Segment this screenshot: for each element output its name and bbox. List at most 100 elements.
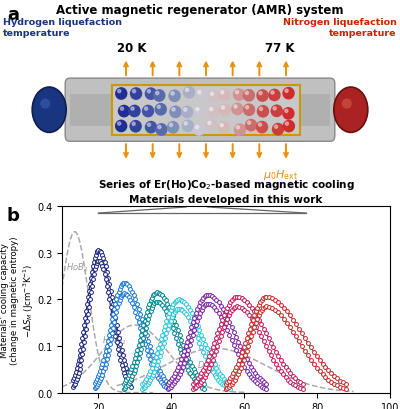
Circle shape bbox=[273, 108, 276, 111]
Circle shape bbox=[283, 120, 295, 133]
Circle shape bbox=[155, 124, 168, 137]
Circle shape bbox=[236, 91, 239, 94]
Circle shape bbox=[171, 92, 174, 96]
Circle shape bbox=[208, 91, 220, 103]
Text: Hydrogen liquefaction
temperature: Hydrogen liquefaction temperature bbox=[3, 18, 122, 38]
FancyBboxPatch shape bbox=[65, 79, 335, 142]
Circle shape bbox=[147, 124, 150, 127]
Circle shape bbox=[169, 106, 182, 119]
Circle shape bbox=[218, 122, 230, 135]
Circle shape bbox=[132, 90, 136, 94]
Y-axis label: Materials' cooling capacity
(change in magnetic entropy)
$-\Delta S_M$ (Jcm$^{-3: Materials' cooling capacity (change in m… bbox=[0, 236, 36, 364]
Text: $\mu_0 H_\mathrm{ext}$: $\mu_0 H_\mathrm{ext}$ bbox=[263, 168, 298, 182]
Text: 20 K: 20 K bbox=[117, 42, 147, 55]
Text: 77 K: 77 K bbox=[265, 42, 295, 55]
Circle shape bbox=[183, 87, 195, 99]
Circle shape bbox=[207, 106, 219, 119]
Circle shape bbox=[120, 108, 124, 111]
Circle shape bbox=[118, 123, 121, 126]
Circle shape bbox=[270, 105, 283, 118]
Circle shape bbox=[210, 93, 214, 96]
Circle shape bbox=[193, 106, 206, 119]
Circle shape bbox=[198, 91, 201, 94]
Circle shape bbox=[282, 108, 294, 120]
Circle shape bbox=[233, 89, 245, 102]
Circle shape bbox=[274, 126, 278, 129]
Circle shape bbox=[118, 90, 121, 93]
Circle shape bbox=[115, 88, 128, 101]
Circle shape bbox=[172, 108, 175, 112]
Circle shape bbox=[170, 124, 173, 127]
Bar bbox=[112, 85, 300, 135]
Circle shape bbox=[153, 90, 166, 103]
Circle shape bbox=[243, 104, 255, 117]
Circle shape bbox=[196, 126, 199, 129]
Text: Active magnetic regenerator (AMR) system: Active magnetic regenerator (AMR) system bbox=[56, 4, 344, 17]
Circle shape bbox=[256, 90, 269, 103]
Text: DyAl$_2$: DyAl$_2$ bbox=[197, 358, 222, 371]
Circle shape bbox=[259, 92, 262, 95]
Circle shape bbox=[285, 123, 288, 126]
Circle shape bbox=[144, 108, 148, 111]
Circle shape bbox=[158, 126, 161, 129]
Circle shape bbox=[221, 106, 224, 110]
Ellipse shape bbox=[334, 88, 368, 133]
Bar bbox=[70, 94, 112, 126]
Circle shape bbox=[156, 92, 159, 95]
Circle shape bbox=[236, 126, 240, 130]
Circle shape bbox=[285, 90, 288, 93]
Circle shape bbox=[157, 106, 160, 109]
Circle shape bbox=[145, 121, 157, 134]
Circle shape bbox=[195, 89, 208, 102]
Circle shape bbox=[128, 106, 141, 118]
Circle shape bbox=[268, 90, 281, 102]
Text: Nitrogen liquefaction
temperature: Nitrogen liquefaction temperature bbox=[283, 18, 397, 38]
Circle shape bbox=[282, 88, 295, 100]
Circle shape bbox=[205, 120, 218, 133]
Circle shape bbox=[208, 122, 211, 125]
Circle shape bbox=[118, 106, 130, 118]
Circle shape bbox=[285, 110, 288, 113]
Circle shape bbox=[184, 109, 187, 112]
Circle shape bbox=[130, 88, 142, 101]
Circle shape bbox=[210, 108, 213, 112]
Ellipse shape bbox=[40, 99, 50, 110]
Circle shape bbox=[243, 90, 255, 102]
Circle shape bbox=[220, 91, 224, 94]
Ellipse shape bbox=[32, 88, 66, 133]
Circle shape bbox=[142, 106, 154, 118]
Circle shape bbox=[245, 92, 248, 95]
Circle shape bbox=[256, 121, 268, 134]
Circle shape bbox=[168, 90, 181, 103]
Circle shape bbox=[257, 106, 269, 118]
Circle shape bbox=[196, 108, 199, 112]
Circle shape bbox=[234, 106, 237, 109]
Circle shape bbox=[181, 106, 194, 119]
Text: a: a bbox=[7, 6, 19, 24]
Circle shape bbox=[246, 106, 249, 110]
Bar bbox=[300, 94, 330, 126]
Circle shape bbox=[145, 88, 157, 101]
Circle shape bbox=[259, 108, 262, 111]
Circle shape bbox=[231, 103, 244, 116]
Text: b: b bbox=[6, 207, 19, 225]
Circle shape bbox=[258, 124, 262, 127]
Circle shape bbox=[167, 122, 179, 135]
Text: HoB$_2$: HoB$_2$ bbox=[66, 261, 89, 273]
Text: HoAl$_2$: HoAl$_2$ bbox=[102, 333, 127, 346]
Circle shape bbox=[245, 119, 257, 132]
Circle shape bbox=[220, 124, 223, 128]
Circle shape bbox=[193, 124, 205, 137]
Circle shape bbox=[130, 121, 142, 133]
Circle shape bbox=[272, 124, 284, 136]
Circle shape bbox=[132, 123, 135, 126]
Circle shape bbox=[186, 89, 189, 92]
Circle shape bbox=[182, 120, 194, 133]
Circle shape bbox=[154, 103, 167, 116]
Circle shape bbox=[248, 122, 251, 125]
Circle shape bbox=[184, 122, 187, 126]
Circle shape bbox=[131, 108, 134, 111]
Circle shape bbox=[271, 92, 274, 95]
Circle shape bbox=[219, 104, 231, 117]
Circle shape bbox=[147, 90, 150, 94]
